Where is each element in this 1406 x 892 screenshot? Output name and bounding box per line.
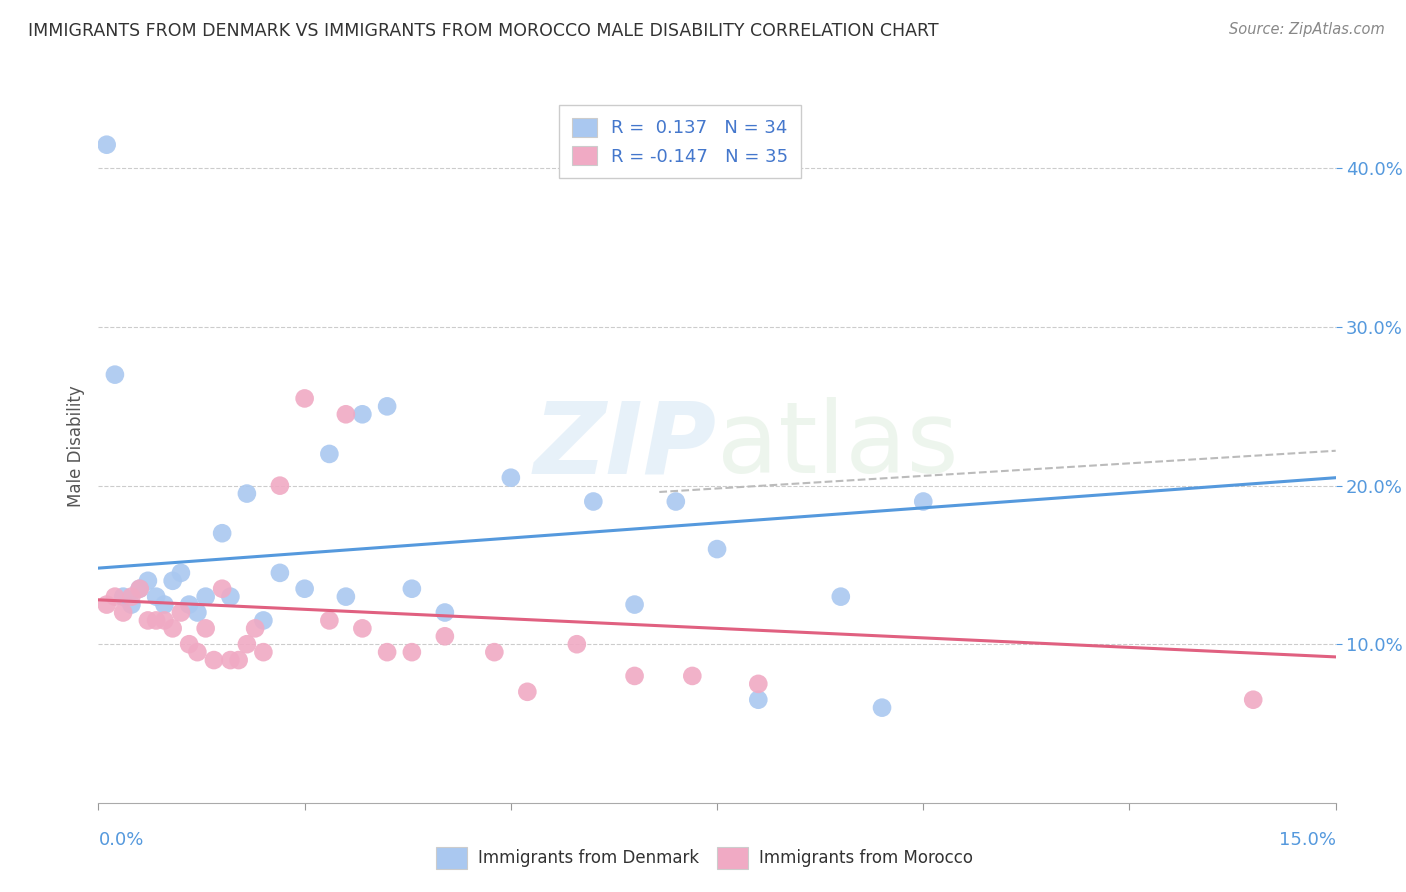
Point [211,526,233,541]
Text: 15.0%: 15.0% [1278,831,1336,849]
Point [375,645,398,659]
Point [194,621,217,635]
Text: Immigrants from Denmark: Immigrants from Denmark [478,849,699,867]
Y-axis label: Male Disability: Male Disability [66,385,84,507]
Text: Source: ZipAtlas.com: Source: ZipAtlas.com [1229,22,1385,37]
Point [681,669,703,683]
Point [128,582,150,596]
Point [269,478,291,492]
Point [269,566,291,580]
Legend: R =  0.137   N = 34, R = -0.147   N = 35: R = 0.137 N = 34, R = -0.147 N = 35 [558,105,801,178]
Point [211,582,233,596]
Point [565,637,588,651]
Point [335,407,357,421]
Point [219,653,242,667]
Point [318,447,340,461]
Text: ZIP: ZIP [534,398,717,494]
Text: atlas: atlas [717,398,959,494]
Point [162,621,184,635]
Point [352,407,374,421]
Point [219,590,242,604]
Point [194,590,217,604]
Point [747,677,769,691]
Point [112,590,135,604]
Point [401,645,423,659]
Point [1241,692,1264,706]
Point [433,606,456,620]
Point [112,606,135,620]
Point [186,606,208,620]
Point [179,598,201,612]
Point [228,653,250,667]
Point [128,582,150,596]
Text: 0.0%: 0.0% [98,831,143,849]
Point [170,566,193,580]
Point [335,590,357,604]
Point [104,368,127,382]
Point [252,645,274,659]
Point [179,637,201,651]
Point [747,692,769,706]
Point [623,669,645,683]
Point [912,494,935,508]
Point [294,392,316,406]
Text: IMMIGRANTS FROM DENMARK VS IMMIGRANTS FROM MOROCCO MALE DISABILITY CORRELATION C: IMMIGRANTS FROM DENMARK VS IMMIGRANTS FR… [28,22,939,40]
Point [96,598,118,612]
Point [202,653,225,667]
Point [136,574,159,588]
Point [401,582,423,596]
Point [243,621,266,635]
Point [96,137,118,152]
Point [252,614,274,628]
Point [145,614,167,628]
Point [136,614,159,628]
Point [433,629,456,643]
Point [104,590,127,604]
Point [706,542,728,557]
Point [120,598,142,612]
Point [623,598,645,612]
Point [582,494,605,508]
Point [375,400,398,414]
Point [318,614,340,628]
Point [145,590,167,604]
Point [499,471,522,485]
Point [516,685,538,699]
Point [484,645,506,659]
Point [170,606,193,620]
Point [162,574,184,588]
Point [665,494,688,508]
Point [352,621,374,635]
Point [153,614,176,628]
Point [236,637,259,651]
Point [120,590,142,604]
Point [153,598,176,612]
Point [830,590,852,604]
Text: Immigrants from Morocco: Immigrants from Morocco [759,849,973,867]
Point [294,582,316,596]
Point [870,700,893,714]
Point [236,486,259,500]
Point [186,645,208,659]
